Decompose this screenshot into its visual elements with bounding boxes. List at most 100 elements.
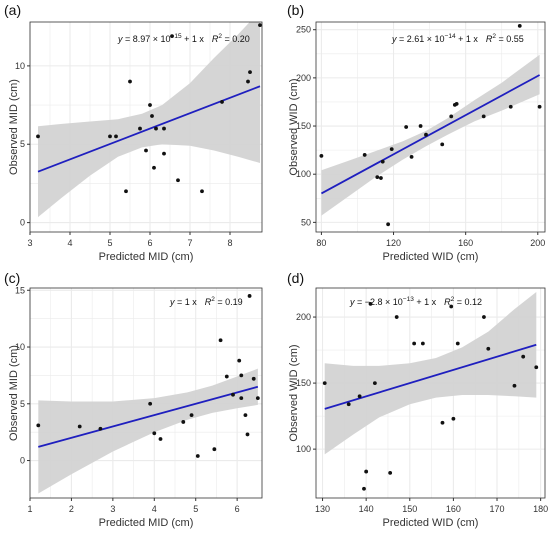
y-tick-label: 5 [20, 399, 25, 409]
data-point [152, 431, 157, 436]
r2-symbol: R [444, 297, 451, 307]
data-point [372, 381, 377, 385]
y-tick-label: 0 [20, 456, 25, 466]
data-point [36, 134, 40, 139]
data-point [239, 373, 244, 378]
x-tick-label: 5 [193, 504, 198, 514]
data-point [319, 153, 324, 158]
y-tick-label: 100 [296, 169, 311, 179]
data-point [220, 100, 224, 104]
panel-label-c: (c) [4, 270, 21, 286]
panel-c: 1 2 3 4 5 6 0 5 10 15 Predicted MID (cm) Observed M… [8, 285, 263, 529]
data-point [258, 23, 262, 28]
x-tick-label: 5 [107, 238, 112, 248]
data-point [512, 383, 517, 388]
data-point [394, 315, 399, 319]
plot-frame [29, 21, 263, 233]
r2-value: = 0.12 [454, 297, 482, 307]
data-point [239, 396, 244, 401]
regression-line [320, 74, 541, 195]
plot-frame [29, 287, 263, 499]
y-tick-label: 15 [15, 285, 25, 295]
panel-b: 80 120 160 200 50 100 150 200 250 Predicted WID (… [288, 21, 546, 263]
equation-base: = 1 x [175, 297, 198, 307]
plot-frame [315, 287, 546, 499]
data-point [364, 469, 369, 474]
x-tick-label: 6 [147, 238, 152, 248]
data-point [231, 392, 235, 397]
data-point [482, 315, 486, 319]
y-tick-label: 5 [20, 139, 25, 149]
x-tick-label: 6 [235, 504, 240, 514]
data-point [245, 432, 250, 437]
x-tick-label: 4 [67, 238, 72, 248]
x-tick-label: 200 [530, 238, 545, 248]
y-tick-label: 100 [296, 444, 311, 454]
data-point [148, 401, 153, 406]
data-point [237, 358, 242, 363]
data-point [346, 402, 351, 407]
r2-value: = 0.55 [496, 34, 524, 44]
y-axis-label: Observed WID (cm) [288, 344, 300, 441]
data-point [322, 381, 327, 385]
x-tick-label: 150 [402, 504, 417, 514]
data-point [357, 394, 362, 399]
data-point [449, 304, 454, 309]
data-point [451, 416, 456, 421]
y-tick-label: 150 [296, 378, 311, 388]
plot-frame [315, 21, 546, 233]
data-point [243, 413, 248, 418]
data-point [195, 454, 200, 458]
x-tick-label: 3 [110, 504, 115, 514]
equation-text: y = 2.61 × 10−14 + 1 x R2 = 0.55 [391, 33, 524, 44]
data-point [362, 153, 367, 157]
y-tick-label: 50 [301, 217, 311, 227]
data-point [144, 148, 148, 153]
x-tick-label: 80 [316, 238, 326, 248]
panel-label-a: (a) [4, 2, 22, 18]
data-point [200, 189, 204, 194]
equation-y: y [391, 34, 397, 44]
r2-symbol: R [212, 34, 219, 44]
y-tick-label: 0 [20, 218, 25, 228]
data-point [176, 178, 180, 183]
equation-exponent: −14 [445, 33, 456, 40]
x-tick-label: 140 [359, 504, 374, 514]
r2-value: = 0.19 [215, 297, 243, 307]
data-point [170, 34, 174, 39]
x-tick-label: 160 [446, 504, 461, 514]
y-tick-label: 10 [15, 61, 25, 71]
data-point [404, 125, 409, 129]
x-axis-label: Predicted WID (cm) [383, 251, 479, 263]
data-point [218, 338, 223, 343]
equation-base: = 2.61 × 10 [397, 34, 445, 44]
x-tick-label: 180 [533, 504, 548, 514]
data-point [108, 134, 112, 139]
data-point [379, 176, 383, 180]
x-tick-label: 1 [27, 504, 32, 514]
data-point [152, 165, 156, 170]
equation-base: = −2.8 × 10 [355, 297, 403, 307]
data-point [481, 114, 486, 119]
data-point [389, 147, 394, 152]
regression-line [324, 343, 537, 410]
data-point [162, 151, 166, 156]
data-point [138, 126, 142, 131]
data-point [247, 294, 252, 298]
confidence-band [38, 22, 260, 218]
y-axis-label: Observed WID (cm) [288, 78, 300, 175]
r2-symbol: R [486, 34, 493, 44]
data-point [449, 114, 454, 119]
data-point [158, 437, 163, 441]
x-axis-label: Predicted MID (cm) [99, 517, 194, 529]
data-point [368, 301, 373, 306]
data-point [455, 341, 460, 346]
data-point [189, 413, 194, 418]
y-axis-label: Observed MID (cm) [8, 79, 20, 175]
x-tick-label: 160 [458, 238, 473, 248]
data-point [486, 346, 491, 351]
x-tick-label: 8 [227, 238, 232, 248]
y-tick-label: 200 [296, 312, 311, 322]
r2-value: = 0.20 [222, 34, 250, 44]
